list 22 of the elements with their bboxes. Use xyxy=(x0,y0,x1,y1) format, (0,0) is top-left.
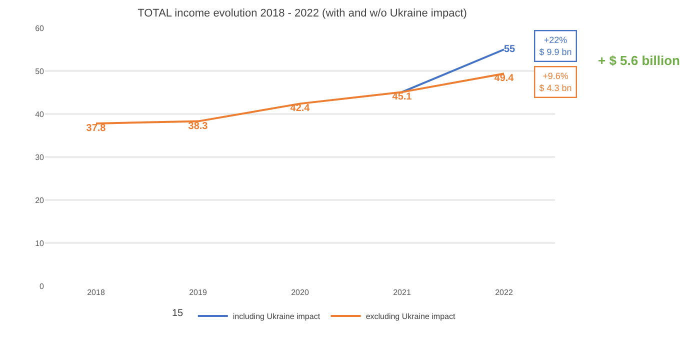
x-tick-label: 2022 xyxy=(495,288,514,297)
y-tick-label: 10 xyxy=(35,238,45,248)
x-tick-label: 2019 xyxy=(189,288,208,297)
y-tick-label: 0 xyxy=(40,282,45,291)
y-tick-label: 50 xyxy=(35,66,45,76)
data-label: 55 xyxy=(504,44,516,55)
y-tick-label: 20 xyxy=(35,196,45,205)
x-tick-label: 2020 xyxy=(291,288,310,297)
legend-label: excluding Ukraine impact xyxy=(366,312,456,322)
data-label: 37.8 xyxy=(86,122,106,134)
x-tick-label: 2021 xyxy=(393,288,412,297)
y-tick-label: 60 xyxy=(35,24,45,33)
text: 15 xyxy=(172,308,184,319)
x-tick-label: 2018 xyxy=(87,288,106,297)
annotation: +9.6% $ 4.3 bn xyxy=(539,71,572,93)
y-tick-label: 30 xyxy=(35,152,45,162)
annotation: +22% $ 9.9 bn xyxy=(539,35,572,57)
y-tick-label: 40 xyxy=(35,110,45,119)
legend-label: including Ukraine impact xyxy=(232,312,321,322)
text: + $ 5.6 billion xyxy=(598,53,680,68)
data-label: 38.3 xyxy=(188,120,208,132)
chart-title: TOTAL income evolution 2018 - 2022 (with and w/o Ukraine impact) xyxy=(138,7,467,20)
